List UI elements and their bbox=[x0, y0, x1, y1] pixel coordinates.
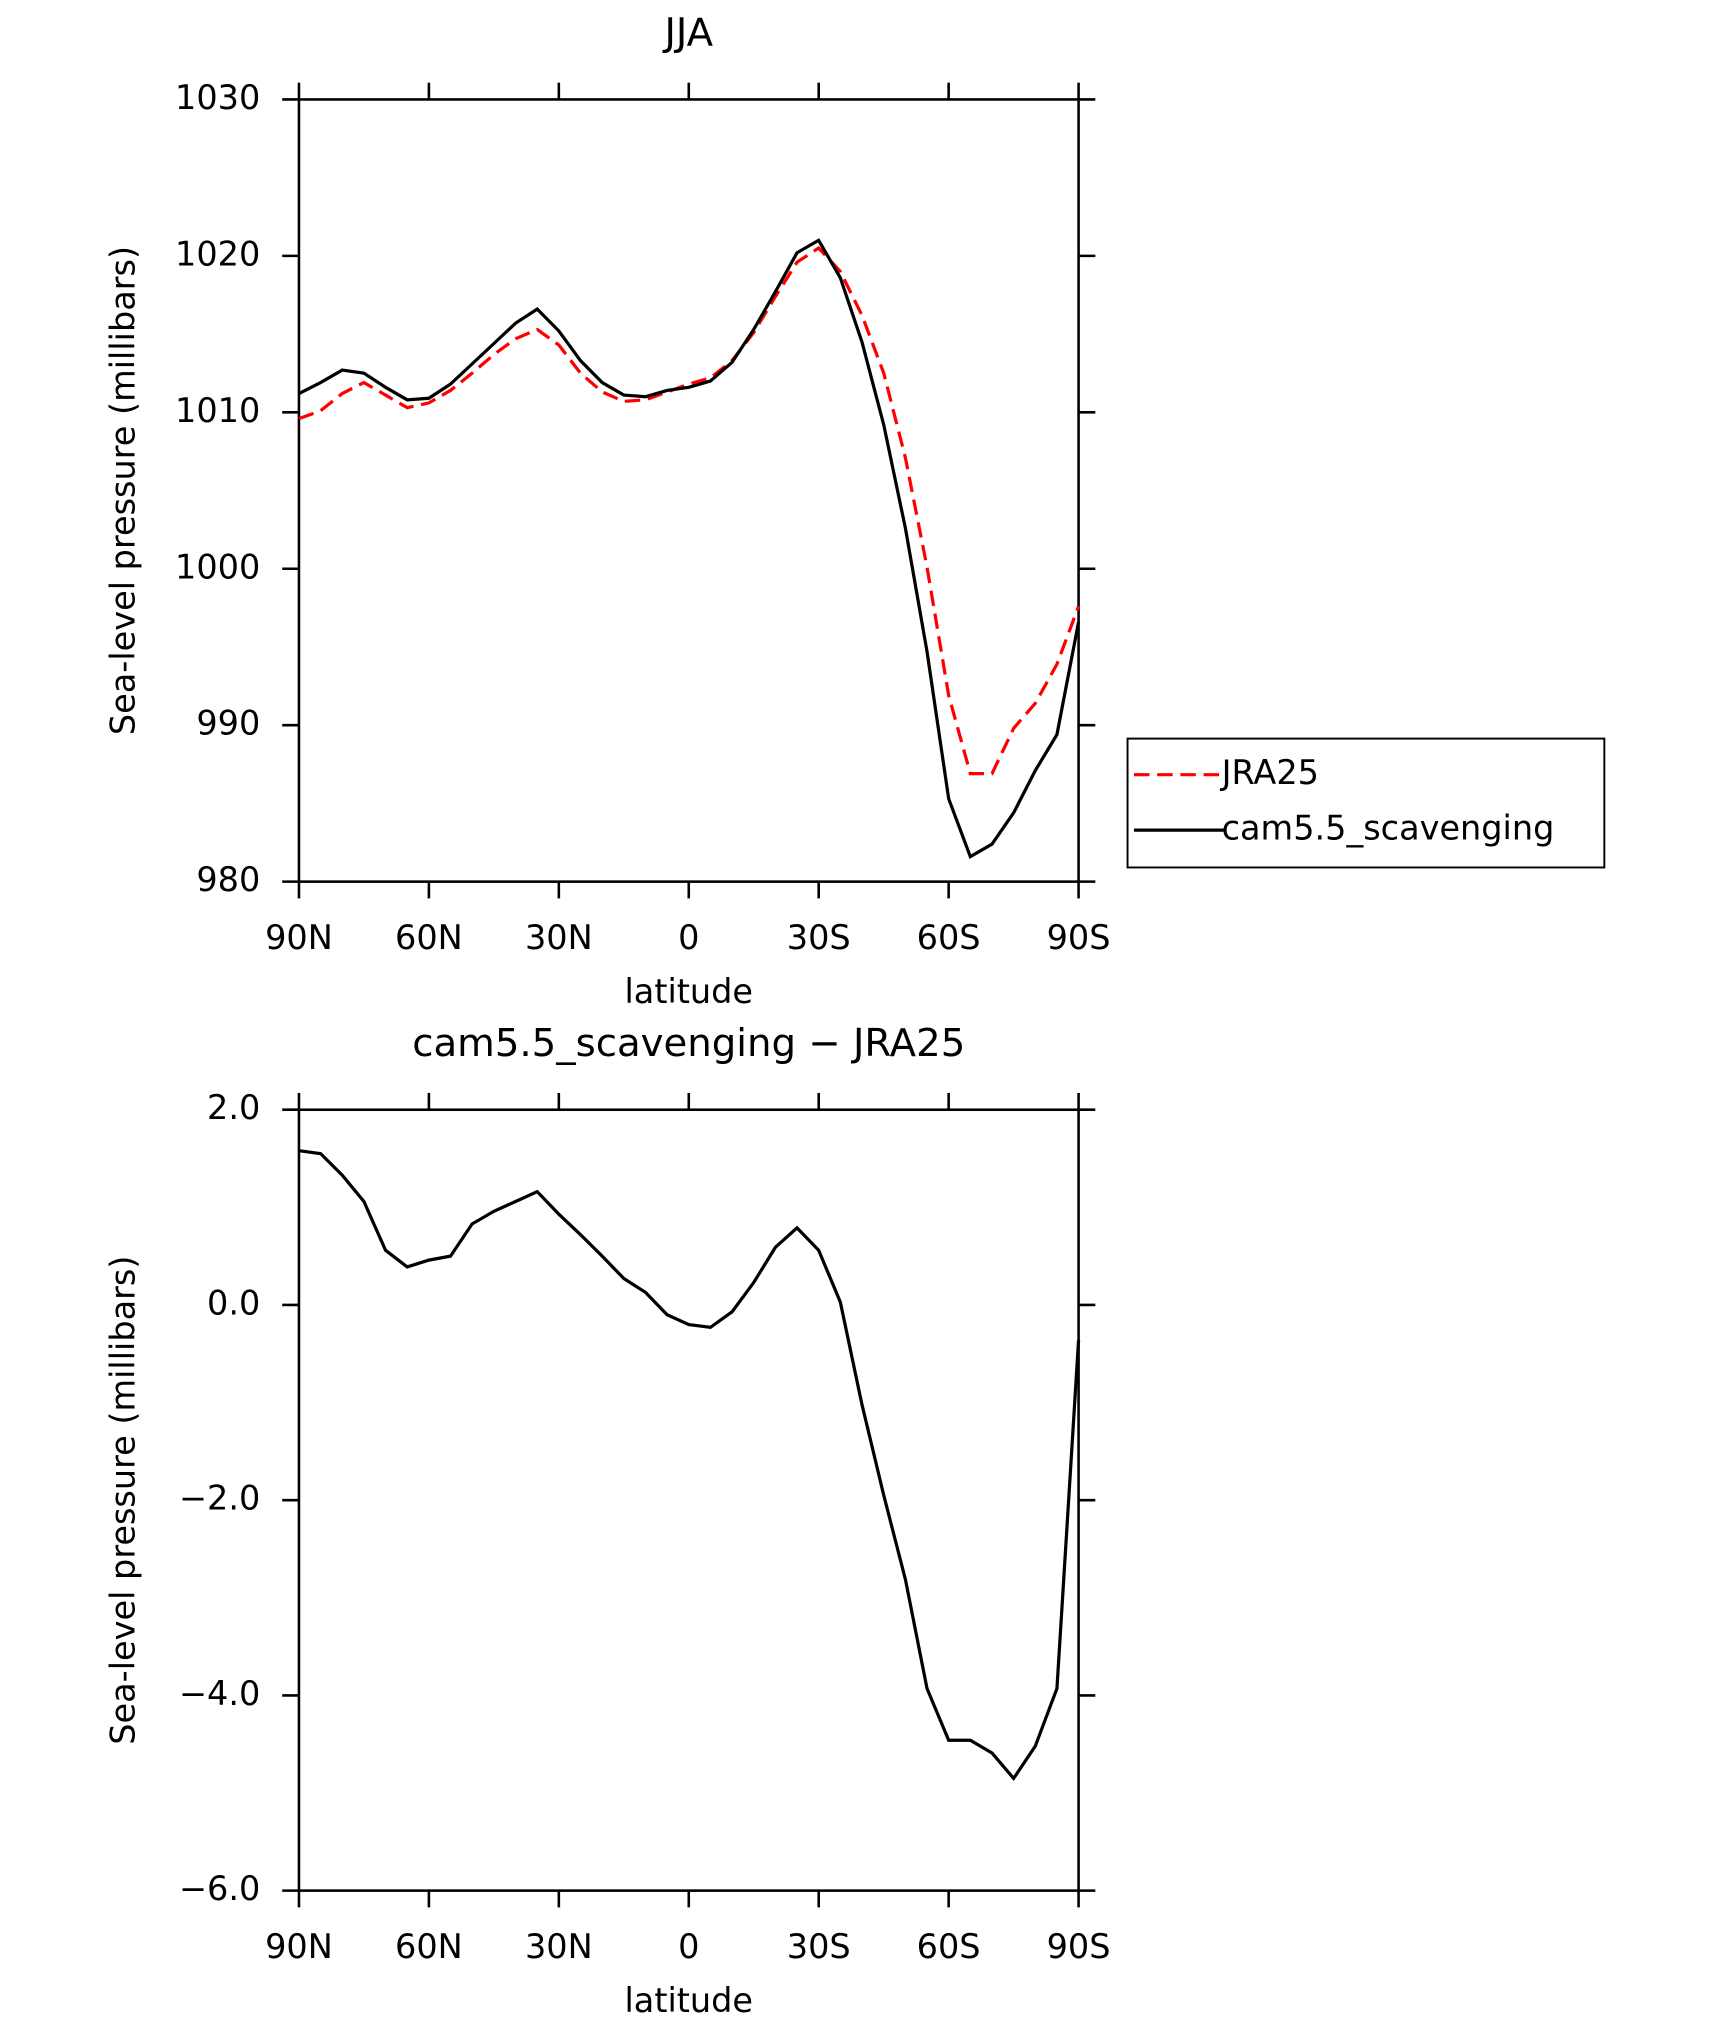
series-line bbox=[298, 238, 1081, 859]
legend-label: cam5.5_scavenging bbox=[1222, 809, 1555, 848]
y-tick-label: −6.0 bbox=[179, 1869, 260, 1908]
y-tick-label: 990 bbox=[196, 704, 260, 743]
series-line bbox=[298, 1149, 1081, 1782]
x-axis-label: latitude bbox=[625, 972, 754, 1011]
x-tick-label: 30N bbox=[525, 1927, 593, 1966]
y-tick-label: 2.0 bbox=[207, 1088, 260, 1127]
y-tick-label: 980 bbox=[196, 860, 260, 899]
x-tick-label: 90S bbox=[1047, 1927, 1111, 1966]
y-tick-label: −2.0 bbox=[179, 1479, 260, 1518]
x-tick-label: 0 bbox=[678, 1927, 699, 1966]
x-tick-label: 60N bbox=[395, 918, 463, 957]
chart-title: cam5.5_scavenging − JRA25 bbox=[412, 1021, 965, 1066]
chart-title: JJA bbox=[662, 11, 713, 56]
series-line bbox=[298, 245, 1081, 776]
x-tick-label: 60S bbox=[917, 918, 981, 957]
y-axis-label: Sea-level pressure (millibars) bbox=[103, 1256, 142, 1745]
y-tick-label: 1020 bbox=[175, 234, 260, 273]
plot-frame bbox=[297, 1108, 1080, 1892]
plot-frame bbox=[297, 98, 1080, 883]
y-tick-label: −4.0 bbox=[179, 1674, 260, 1713]
x-tick-label: 90N bbox=[265, 1927, 333, 1966]
y-tick-label: 1010 bbox=[175, 391, 260, 430]
y-tick-label: 1000 bbox=[175, 547, 260, 586]
y-axis-label: Sea-level pressure (millibars) bbox=[103, 246, 142, 735]
x-tick-label: 30N bbox=[525, 918, 593, 957]
legend-box bbox=[1126, 737, 1606, 869]
x-tick-label: 30S bbox=[787, 918, 851, 957]
x-tick-label: 0 bbox=[678, 918, 699, 957]
legend-label: JRA25 bbox=[1220, 753, 1319, 792]
x-tick-label: 90S bbox=[1047, 918, 1111, 957]
x-tick-label: 30S bbox=[787, 1927, 851, 1966]
y-tick-label: 0.0 bbox=[207, 1283, 260, 1322]
x-tick-label: 90N bbox=[265, 918, 333, 957]
x-tick-label: 60S bbox=[917, 1927, 981, 1966]
y-tick-label: 1030 bbox=[175, 78, 260, 117]
x-tick-label: 60N bbox=[395, 1927, 463, 1966]
x-axis-label: latitude bbox=[625, 1981, 754, 2020]
